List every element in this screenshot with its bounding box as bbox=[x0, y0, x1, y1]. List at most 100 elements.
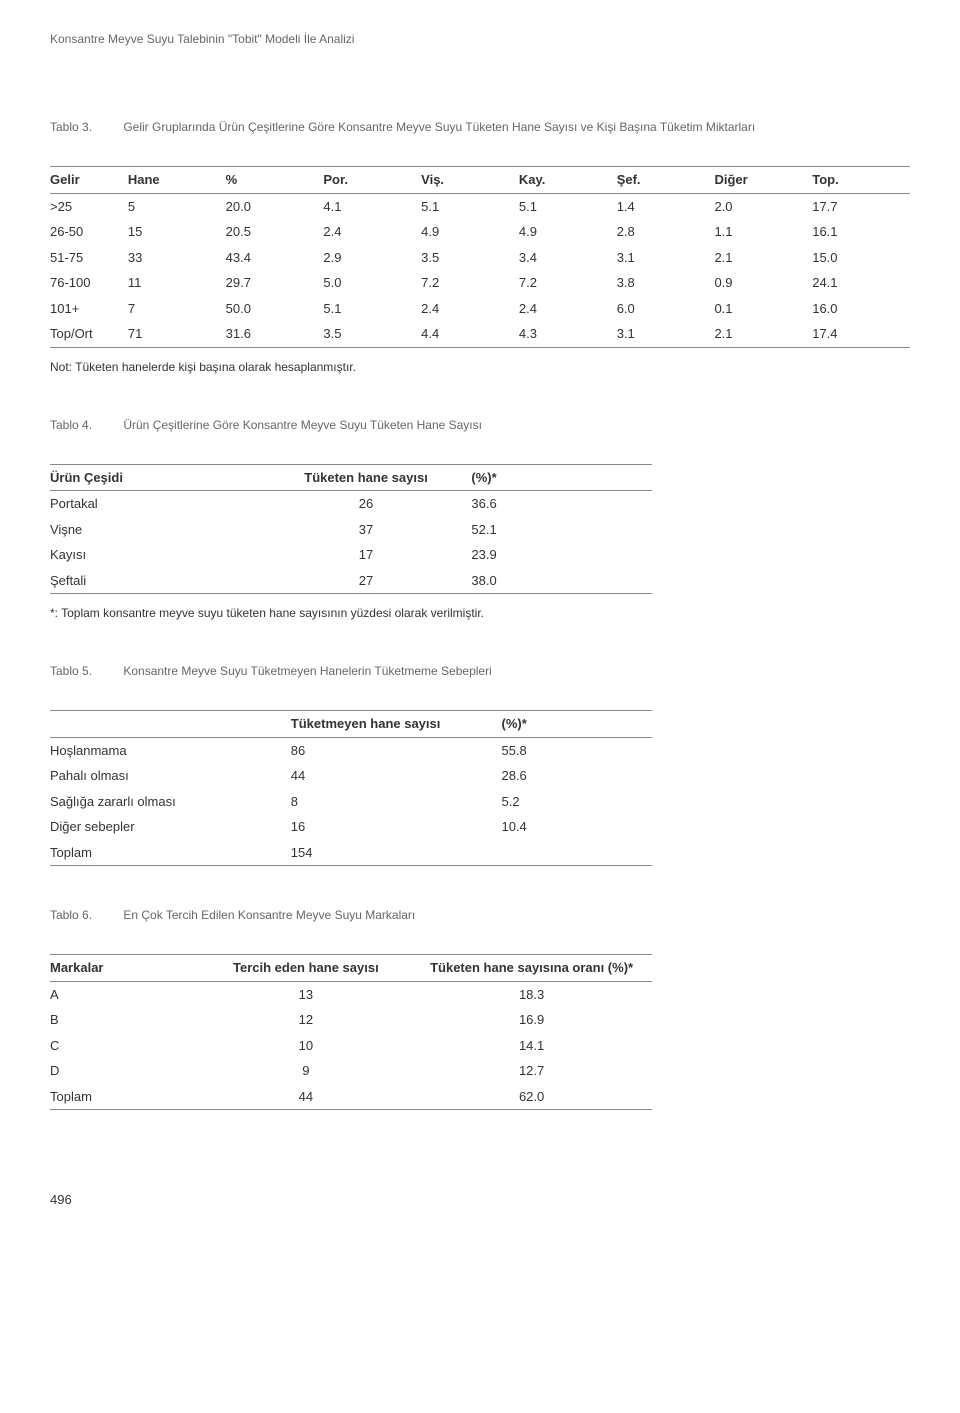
table4-caption-num: Tablo 4. bbox=[50, 416, 120, 434]
table4: Ürün ÇeşidiTüketen hane sayısı(%)* Porta… bbox=[50, 464, 652, 595]
table-header-cell: Tüketen hane sayısı bbox=[261, 464, 472, 491]
table6: MarkalarTercih eden hane sayısıTüketen h… bbox=[50, 954, 652, 1110]
table-header-cell: Gelir bbox=[50, 167, 128, 194]
table5-caption-num: Tablo 5. bbox=[50, 662, 120, 680]
table-header-cell: Diğer bbox=[714, 167, 812, 194]
table-cell: 44 bbox=[201, 1084, 412, 1110]
table-cell: 0.1 bbox=[714, 296, 812, 322]
table-cell: 36.6 bbox=[471, 491, 652, 517]
table-cell: Toplam bbox=[50, 840, 291, 866]
table-header-cell: Tercih eden hane sayısı bbox=[201, 955, 412, 982]
table3-caption-num: Tablo 3. bbox=[50, 118, 120, 136]
table-cell: 1.1 bbox=[714, 219, 812, 245]
table-cell: 20.0 bbox=[226, 193, 324, 219]
table-cell: 28.6 bbox=[501, 763, 652, 789]
table-cell: 5.1 bbox=[519, 193, 617, 219]
table3-caption: Tablo 3. Gelir Gruplarında Ürün Çeşitler… bbox=[50, 118, 910, 136]
table-cell: 13 bbox=[201, 981, 412, 1007]
table-row: Toplam4462.0 bbox=[50, 1084, 652, 1110]
table-cell: Kayısı bbox=[50, 542, 261, 568]
table-cell: 16 bbox=[291, 814, 502, 840]
table-cell: 2.4 bbox=[519, 296, 617, 322]
table6-caption-text: En Çok Tercih Edilen Konsantre Meyve Suy… bbox=[123, 908, 415, 922]
table-cell: 16.0 bbox=[812, 296, 910, 322]
table-row: C1014.1 bbox=[50, 1033, 652, 1059]
table4-header-row: Ürün ÇeşidiTüketen hane sayısı(%)* bbox=[50, 464, 652, 491]
table-header-cell: Tüketen hane sayısına oranı (%)* bbox=[411, 955, 652, 982]
table-cell: 29.7 bbox=[226, 270, 324, 296]
table-cell: 3.5 bbox=[323, 321, 421, 347]
table-cell: 15 bbox=[128, 219, 226, 245]
table-cell: >25 bbox=[50, 193, 128, 219]
table-cell: 12 bbox=[201, 1007, 412, 1033]
table-cell: 37 bbox=[261, 517, 472, 543]
table-cell: 3.5 bbox=[421, 245, 519, 271]
table-cell: 43.4 bbox=[226, 245, 324, 271]
table-cell: Toplam bbox=[50, 1084, 201, 1110]
table-row: Kayısı1723.9 bbox=[50, 542, 652, 568]
table-cell: 2.0 bbox=[714, 193, 812, 219]
table-cell: 44 bbox=[291, 763, 502, 789]
table-cell: 5.0 bbox=[323, 270, 421, 296]
table-row: 26-501520.52.44.94.92.81.116.1 bbox=[50, 219, 910, 245]
table4-caption-text: Ürün Çeşitlerine Göre Konsantre Meyve Su… bbox=[123, 418, 482, 432]
table-cell: 15.0 bbox=[812, 245, 910, 271]
table-cell: 154 bbox=[291, 840, 502, 866]
table-cell: 17 bbox=[261, 542, 472, 568]
table-cell: 33 bbox=[128, 245, 226, 271]
table-row: 51-753343.42.93.53.43.12.115.0 bbox=[50, 245, 910, 271]
table-cell: 7.2 bbox=[519, 270, 617, 296]
table3-body: >25520.04.15.15.11.42.017.726-501520.52.… bbox=[50, 193, 910, 347]
table-cell: 5 bbox=[128, 193, 226, 219]
table-header-cell: (%)* bbox=[501, 711, 652, 738]
table5-body: Hoşlanmama8655.8Pahalı olması4428.6Sağlı… bbox=[50, 737, 652, 866]
table-cell: 12.7 bbox=[411, 1058, 652, 1084]
table-header-cell: Viş. bbox=[421, 167, 519, 194]
table6-caption: Tablo 6. En Çok Tercih Edilen Konsantre … bbox=[50, 906, 910, 924]
table-cell: 2.4 bbox=[421, 296, 519, 322]
table5-header-row: Tüketmeyen hane sayısı(%)* bbox=[50, 711, 652, 738]
table-cell: 55.8 bbox=[501, 737, 652, 763]
table-cell: 5.1 bbox=[421, 193, 519, 219]
table-cell: 86 bbox=[291, 737, 502, 763]
table-row: Toplam154 bbox=[50, 840, 652, 866]
table-cell: C bbox=[50, 1033, 201, 1059]
table-cell: B bbox=[50, 1007, 201, 1033]
table-cell: D bbox=[50, 1058, 201, 1084]
table-cell: 1.4 bbox=[617, 193, 715, 219]
table-cell: 4.1 bbox=[323, 193, 421, 219]
table-cell: 7.2 bbox=[421, 270, 519, 296]
table-cell: 4.3 bbox=[519, 321, 617, 347]
table6-caption-num: Tablo 6. bbox=[50, 906, 120, 924]
table-cell: 27 bbox=[261, 568, 472, 594]
table-cell: Vişne bbox=[50, 517, 261, 543]
table-cell: 20.5 bbox=[226, 219, 324, 245]
table4-caption: Tablo 4. Ürün Çeşitlerine Göre Konsantre… bbox=[50, 416, 910, 434]
table-row: Şeftali2738.0 bbox=[50, 568, 652, 594]
table-cell: 11 bbox=[128, 270, 226, 296]
table-cell: Pahalı olması bbox=[50, 763, 291, 789]
table-row: A1318.3 bbox=[50, 981, 652, 1007]
table-header-cell: Markalar bbox=[50, 955, 201, 982]
table-cell: 16.1 bbox=[812, 219, 910, 245]
table-header-cell: Top. bbox=[812, 167, 910, 194]
table-cell: 6.0 bbox=[617, 296, 715, 322]
table-header-cell: Kay. bbox=[519, 167, 617, 194]
table-cell: 101+ bbox=[50, 296, 128, 322]
table-cell: 17.7 bbox=[812, 193, 910, 219]
table-cell: 4.9 bbox=[421, 219, 519, 245]
table-cell: 38.0 bbox=[471, 568, 652, 594]
table3-caption-text: Gelir Gruplarında Ürün Çeşitlerine Göre … bbox=[123, 120, 755, 134]
table-cell: 0.9 bbox=[714, 270, 812, 296]
table3: GelirHane%Por.Viş.Kay.Şef.DiğerTop. >255… bbox=[50, 166, 910, 348]
table-cell: Top/Ort bbox=[50, 321, 128, 347]
table-row: Hoşlanmama8655.8 bbox=[50, 737, 652, 763]
table-row: Top/Ort7131.63.54.44.33.12.117.4 bbox=[50, 321, 910, 347]
table6-body: A1318.3B1216.9C1014.1D912.7Toplam4462.0 bbox=[50, 981, 652, 1110]
table-cell: 76-100 bbox=[50, 270, 128, 296]
table-cell: 26-50 bbox=[50, 219, 128, 245]
table-cell: 50.0 bbox=[226, 296, 324, 322]
page-header: Konsantre Meyve Suyu Talebinin "Tobit" M… bbox=[50, 30, 910, 48]
table-cell: 10.4 bbox=[501, 814, 652, 840]
table-cell: 62.0 bbox=[411, 1084, 652, 1110]
